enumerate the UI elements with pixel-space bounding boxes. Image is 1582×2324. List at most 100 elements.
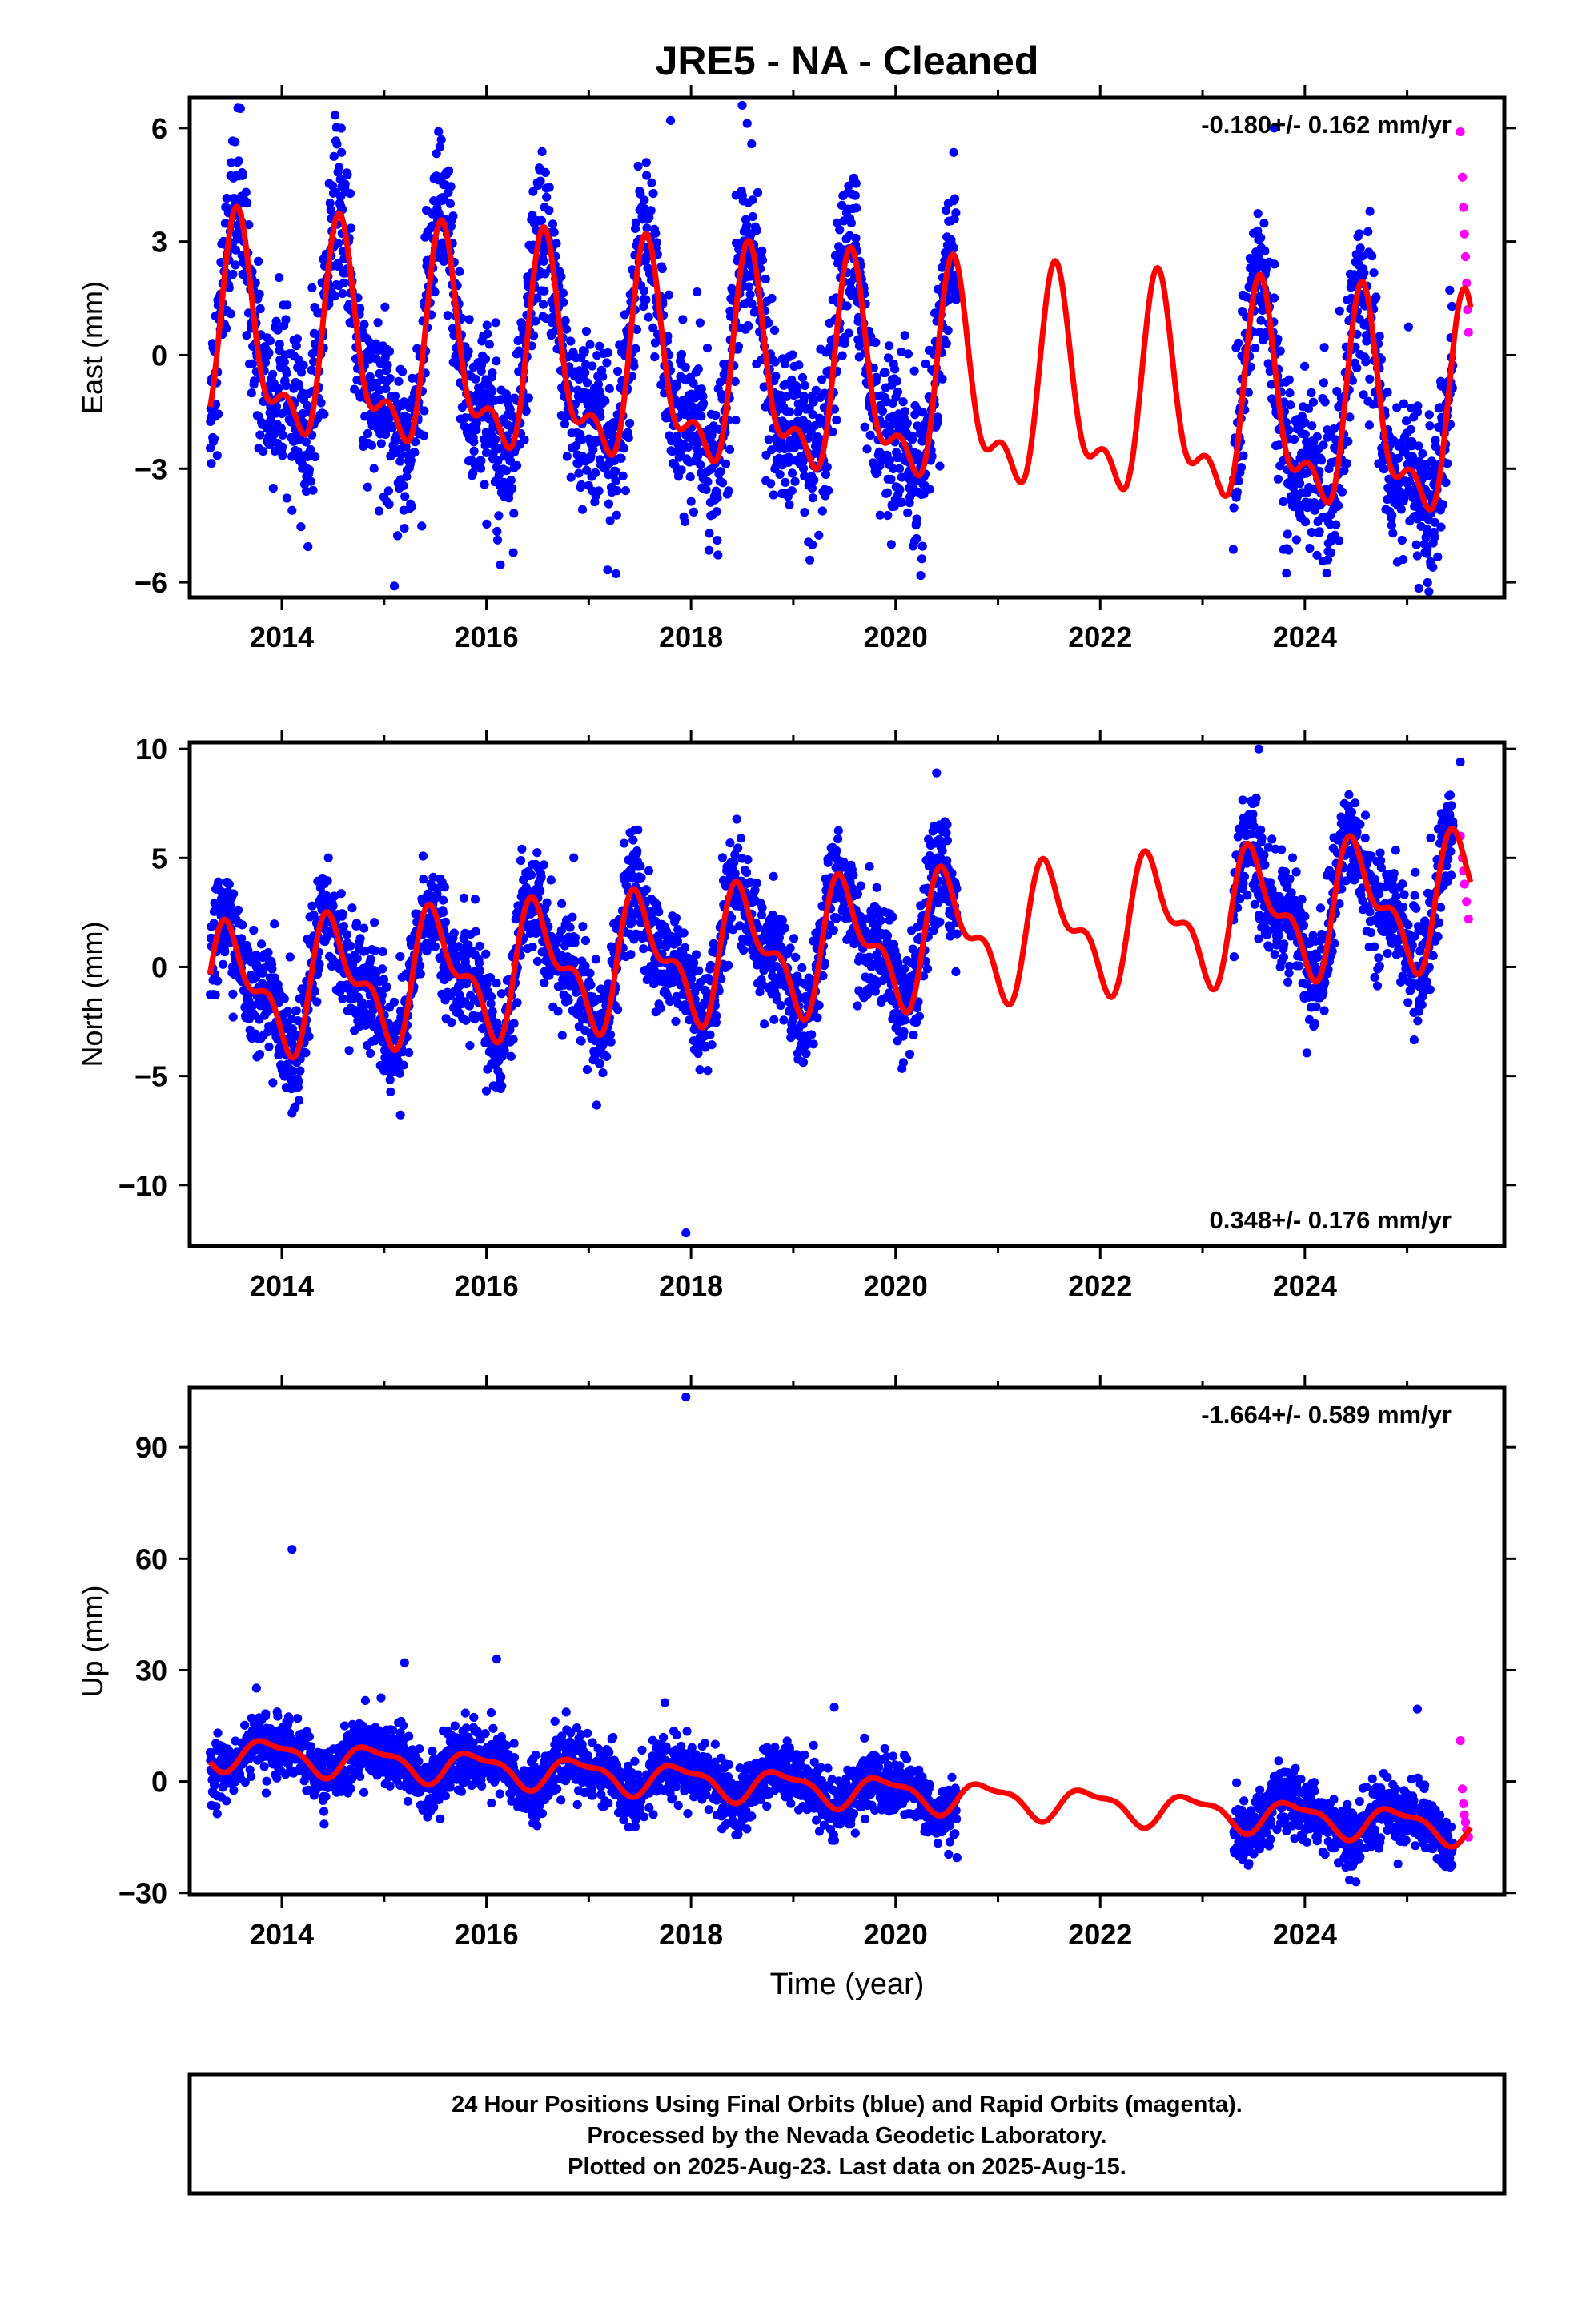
data-point xyxy=(257,939,267,949)
data-point xyxy=(721,459,731,468)
data-point xyxy=(898,397,908,407)
data-point xyxy=(748,195,757,205)
data-point xyxy=(1307,528,1316,537)
data-point xyxy=(781,392,792,401)
data-point xyxy=(303,541,313,552)
data-point xyxy=(766,479,776,489)
data-point xyxy=(592,351,602,360)
data-point xyxy=(1300,361,1310,371)
data-point xyxy=(366,955,375,964)
data-point xyxy=(809,475,819,485)
data-point xyxy=(1234,338,1243,348)
data-point xyxy=(306,444,315,455)
data-point xyxy=(209,434,219,444)
data-point xyxy=(1408,452,1418,462)
data-point xyxy=(271,316,281,326)
data-point xyxy=(469,446,479,456)
data-point xyxy=(373,318,383,328)
data-point xyxy=(1376,355,1386,364)
data-point xyxy=(1251,343,1260,353)
data-point xyxy=(404,1047,414,1058)
data-point xyxy=(890,364,900,374)
data-point xyxy=(1308,397,1318,407)
data-point xyxy=(1414,583,1423,593)
data-point xyxy=(785,407,795,416)
data-point xyxy=(618,471,628,480)
data-point xyxy=(770,357,780,367)
data-point xyxy=(531,316,540,326)
data-point xyxy=(394,376,404,386)
y-axis-label: East (mm) xyxy=(76,281,109,414)
final-orbit-points xyxy=(206,100,1473,597)
data-point xyxy=(1428,562,1438,572)
data-point xyxy=(598,1068,608,1078)
data-point xyxy=(582,378,592,388)
data-point xyxy=(488,368,497,378)
data-point xyxy=(1396,505,1406,514)
data-point xyxy=(475,941,484,951)
data-point xyxy=(307,283,317,292)
data-point xyxy=(345,189,355,199)
data-point xyxy=(566,336,576,346)
data-point xyxy=(265,336,275,346)
data-point xyxy=(686,497,696,506)
data-point xyxy=(629,361,639,371)
data-point xyxy=(539,860,548,870)
data-point xyxy=(221,324,231,333)
data-point xyxy=(860,422,869,432)
data-point xyxy=(808,540,817,549)
data-point xyxy=(443,311,452,320)
data-point xyxy=(613,367,623,376)
data-point xyxy=(1256,233,1266,243)
data-point xyxy=(1243,388,1253,397)
data-point xyxy=(516,856,526,866)
y-tick-label: 3 xyxy=(151,226,167,259)
data-point xyxy=(401,442,411,452)
data-point xyxy=(237,934,247,943)
data-point xyxy=(809,397,818,407)
data-point xyxy=(717,853,728,862)
data-point xyxy=(729,858,739,867)
data-point xyxy=(371,946,380,955)
data-point xyxy=(678,315,688,324)
data-point xyxy=(275,340,284,349)
data-point xyxy=(1371,292,1381,302)
data-point xyxy=(476,456,486,465)
data-point xyxy=(647,178,656,187)
data-point xyxy=(646,206,656,215)
data-point xyxy=(703,477,713,487)
data-point xyxy=(417,521,427,531)
data-point xyxy=(764,318,773,328)
data-point xyxy=(1352,363,1362,373)
data-point xyxy=(797,963,807,973)
data-point xyxy=(355,934,365,943)
data-point xyxy=(1424,587,1434,597)
data-point xyxy=(742,221,752,231)
data-point xyxy=(271,402,282,412)
y-tick-label: 0 xyxy=(151,339,167,372)
data-point xyxy=(885,341,894,351)
data-point xyxy=(639,944,648,954)
data-point xyxy=(378,947,387,957)
data-point xyxy=(270,446,279,456)
data-point xyxy=(558,288,568,298)
data-point xyxy=(580,935,591,946)
data-point xyxy=(259,446,268,456)
data-point xyxy=(430,287,440,297)
data-point xyxy=(254,256,263,266)
data-point xyxy=(369,464,379,473)
data-point xyxy=(546,875,556,885)
data-point xyxy=(283,300,292,310)
data-point xyxy=(524,393,533,403)
data-point xyxy=(1301,517,1311,527)
data-point xyxy=(512,998,522,1007)
data-point xyxy=(1246,362,1255,372)
data-point xyxy=(736,834,746,843)
data-point xyxy=(448,211,458,221)
data-point xyxy=(565,923,575,932)
data-point xyxy=(1347,376,1357,385)
data-point xyxy=(444,166,454,175)
data-point xyxy=(279,357,289,367)
data-point xyxy=(528,942,537,952)
data-point xyxy=(644,213,654,223)
